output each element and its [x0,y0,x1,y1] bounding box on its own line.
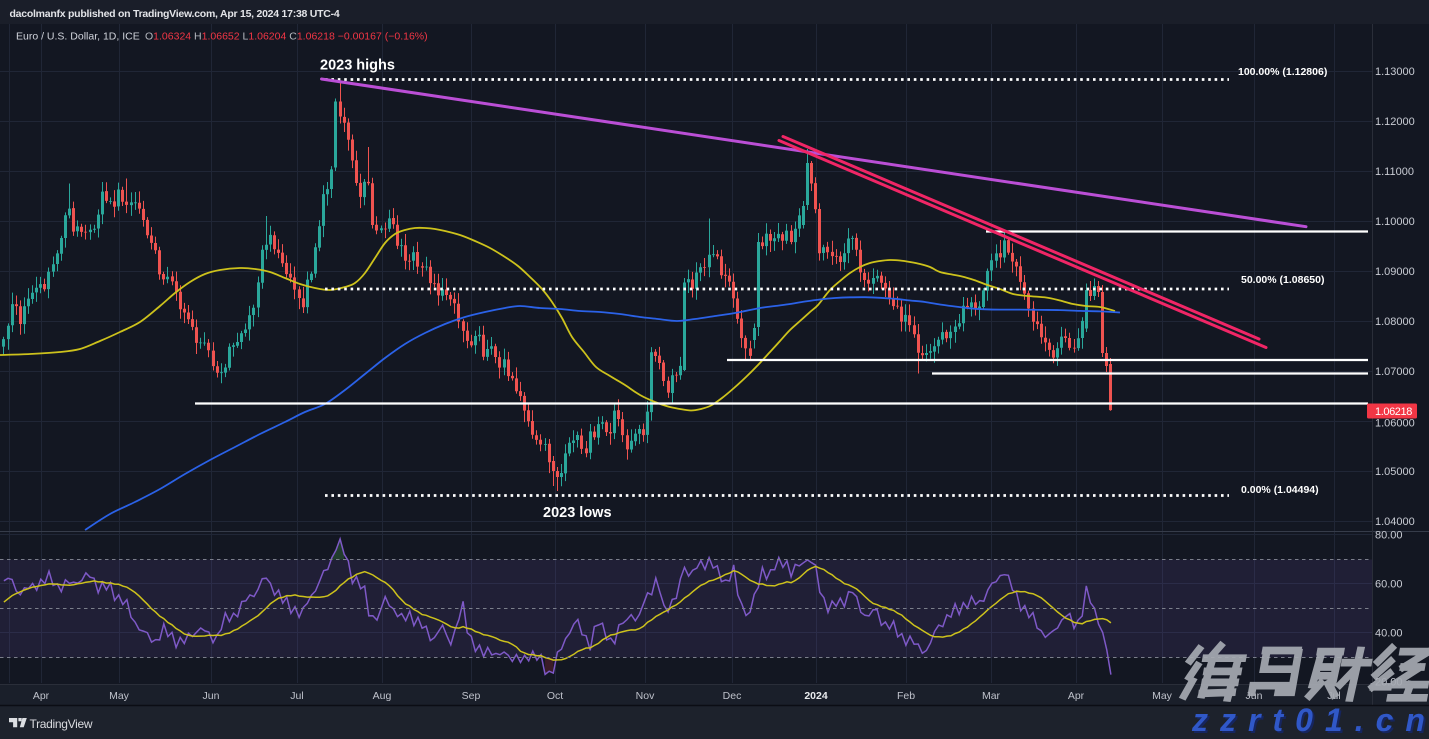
svg-text:May: May [109,690,130,702]
svg-text:Mar: Mar [982,690,1001,702]
svg-text:Jul: Jul [290,690,303,702]
svg-text:O1.06324 H1.06652 L1.06204 C1.: O1.06324 H1.06652 L1.06204 C1.06218 −0.0… [145,31,428,43]
svg-text:Jun: Jun [203,690,220,702]
svg-text:Apr: Apr [1068,690,1085,702]
svg-text:1.06000: 1.06000 [1375,418,1415,430]
svg-text:40.00: 40.00 [1375,628,1403,640]
svg-text:1.13000: 1.13000 [1375,66,1415,78]
svg-text:Euro / U.S. Dollar, 1D, ICE: Euro / U.S. Dollar, 1D, ICE [16,31,140,43]
svg-text:Feb: Feb [897,690,915,702]
svg-text:1.07000: 1.07000 [1375,366,1415,378]
svg-text:TradingView: TradingView [30,717,93,731]
svg-text:50.00% (1.08650): 50.00% (1.08650) [1241,274,1324,286]
svg-text:Aug: Aug [373,690,392,702]
svg-text:1.11000: 1.11000 [1375,166,1414,178]
svg-text:1.12000: 1.12000 [1375,116,1415,128]
svg-text:1.06218: 1.06218 [1375,406,1412,418]
svg-text:May: May [1152,690,1173,702]
svg-text:zzrt01.cn: zzrt01.cn [1193,704,1429,739]
svg-text:Sep: Sep [462,690,481,702]
svg-text:2023 highs: 2023 highs [320,58,395,74]
svg-text:1.08000: 1.08000 [1375,316,1415,328]
svg-text:1.09000: 1.09000 [1375,266,1415,278]
svg-text:Dec: Dec [723,690,742,702]
svg-text:zzrt01.cn: zzrt01.cn [1191,702,1429,738]
svg-text:80.00: 80.00 [1375,530,1403,542]
svg-text:Nov: Nov [636,690,655,702]
svg-text:2023 lows: 2023 lows [543,505,612,521]
svg-text:1.04000: 1.04000 [1375,516,1415,528]
svg-text:Oct: Oct [547,690,563,702]
svg-text:dacolmanfx published on Tradin: dacolmanfx published on TradingView.com,… [10,8,340,20]
svg-text:0.00% (1.04494): 0.00% (1.04494) [1241,484,1319,496]
svg-text:60.00: 60.00 [1375,579,1403,591]
svg-text:1.05000: 1.05000 [1375,466,1415,478]
svg-text:Apr: Apr [33,690,50,702]
svg-text:1.10000: 1.10000 [1375,216,1415,228]
svg-text:2024: 2024 [804,690,828,702]
svg-text:100.00% (1.12806): 100.00% (1.12806) [1238,66,1327,78]
